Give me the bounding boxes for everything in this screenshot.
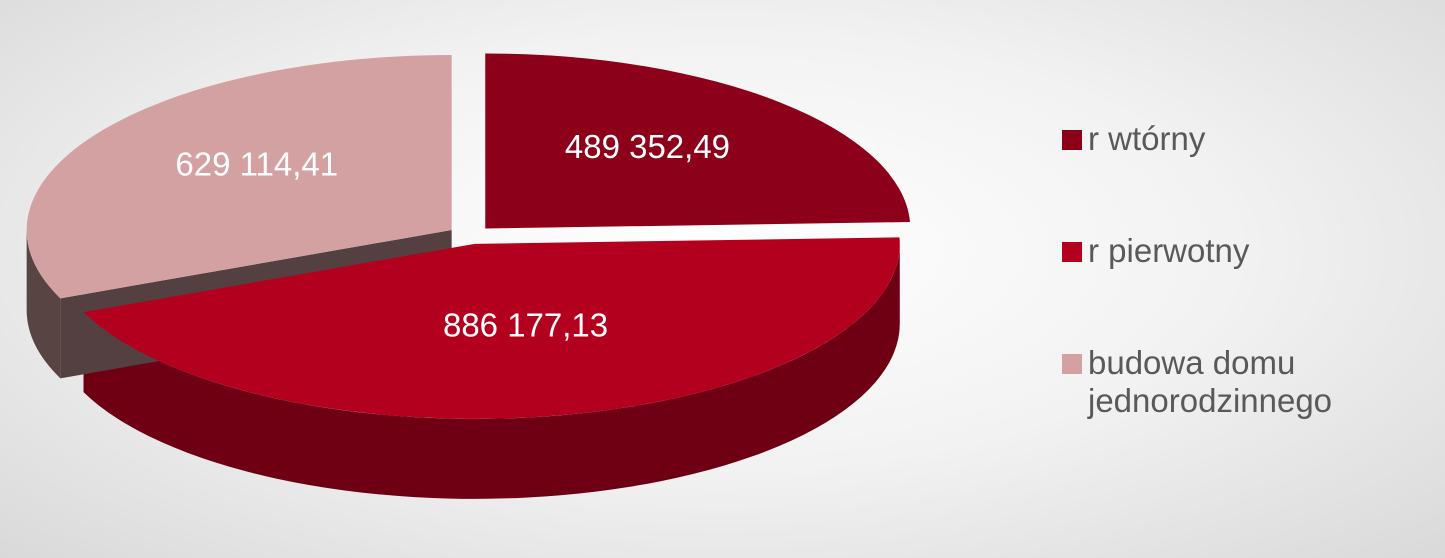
legend-swatch <box>1062 242 1082 262</box>
legend: r wtórny r pierwotny budowa domu jednorodz… <box>1062 120 1442 456</box>
legend-item: r wtórny <box>1062 120 1442 232</box>
legend-label: r wtórny <box>1088 120 1206 157</box>
legend-item: r pierwotny <box>1062 232 1442 344</box>
data-label: 489 352,49 <box>565 128 730 165</box>
data-label: 629 114,41 <box>175 146 338 183</box>
slice <box>83 237 900 419</box>
slice <box>26 54 452 299</box>
legend-item: budowa domu jednorodzinnego <box>1062 344 1442 456</box>
legend-label: r pierwotny <box>1088 232 1250 269</box>
slice-side <box>26 229 61 379</box>
legend-swatch <box>1062 130 1082 150</box>
legend-label: budowa domu jednorodzinnego <box>1088 344 1333 419</box>
chart: 489 352,49 886 177,13 629 114,41 <box>26 53 910 499</box>
legend-swatch <box>1062 354 1082 374</box>
slice-side <box>83 243 900 499</box>
slice <box>485 53 910 229</box>
data-label: 886 177,13 <box>443 307 608 344</box>
